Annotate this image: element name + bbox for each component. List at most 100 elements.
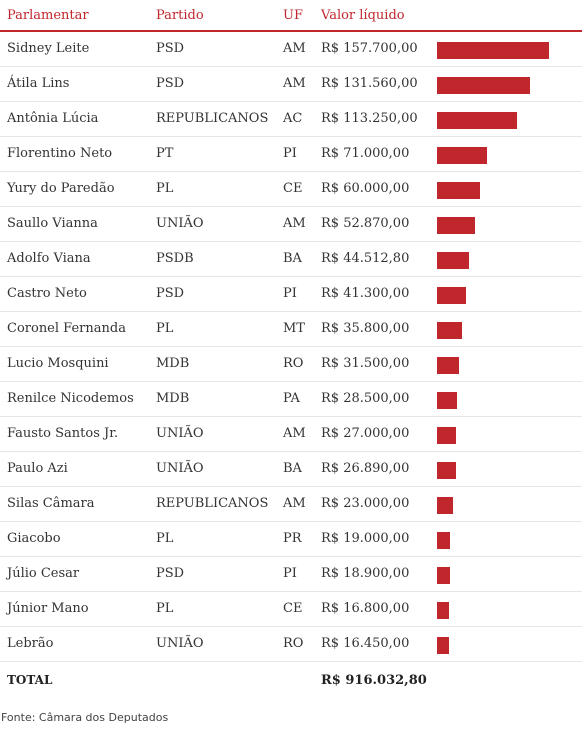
- value-cell: R$ 19.000,00: [321, 531, 410, 546]
- table-row: Giacobo PL PR R$ 19.000,00: [0, 522, 582, 557]
- value-cell: R$ 71.000,00: [321, 146, 410, 161]
- parlamentar-name: Yury do Paredão: [7, 181, 115, 196]
- value-bar: [437, 322, 462, 339]
- value-bar: [437, 392, 457, 409]
- uf-cell: CE: [283, 601, 303, 616]
- table-row: Sidney Leite PSD AM R$ 157.700,00: [0, 32, 582, 67]
- value-cell: R$ 18.900,00: [321, 566, 410, 581]
- parlamentar-name: Lucio Mosquini: [7, 356, 109, 371]
- uf-cell: PR: [283, 531, 302, 546]
- uf-cell: AM: [283, 426, 306, 441]
- value-bar: [437, 357, 459, 374]
- parlamentar-name: Renilce Nicodemos: [7, 391, 134, 406]
- value-bar: [437, 497, 453, 514]
- source-note: Fonte: Câmara dos Deputados: [1, 711, 169, 724]
- parlamentar-name: Adolfo Viana: [7, 251, 91, 266]
- table-row: Júlio Cesar PSD PI R$ 18.900,00: [0, 557, 582, 592]
- uf-cell: BA: [283, 251, 302, 266]
- table-row: Paulo Azi UNIÃO BA R$ 26.890,00: [0, 452, 582, 487]
- table-row: Átila Lins PSD AM R$ 131.560,00: [0, 67, 582, 102]
- table-header: Parlamentar Partido UF Valor líquido: [0, 0, 582, 32]
- uf-cell: AM: [283, 41, 306, 56]
- total-label: TOTAL: [7, 673, 53, 687]
- parlamentar-name: Saullo Vianna: [7, 216, 98, 231]
- table-row: Coronel Fernanda PL MT R$ 35.800,00: [0, 312, 582, 347]
- value-cell: R$ 31.500,00: [321, 356, 410, 371]
- party-cell: PT: [156, 146, 174, 161]
- parlamentar-name: Castro Neto: [7, 286, 87, 301]
- value-bar: [437, 287, 466, 304]
- party-cell: PSD: [156, 566, 185, 581]
- table-body: Sidney Leite PSD AM R$ 157.700,00 Átila Lins…: [0, 32, 582, 662]
- party-cell: PL: [156, 531, 174, 546]
- table-row: Saullo Vianna UNIÃO AM R$ 52.870,00: [0, 207, 582, 242]
- value-bar: [437, 252, 469, 269]
- parlamentar-name: Júnior Mano: [7, 601, 89, 616]
- table-row: Castro Neto PSD PI R$ 41.300,00: [0, 277, 582, 312]
- table-row: Lebrão UNIÃO RO R$ 16.450,00: [0, 627, 582, 662]
- party-cell: PSD: [156, 76, 185, 91]
- uf-cell: AM: [283, 216, 306, 231]
- value-cell: R$ 26.890,00: [321, 461, 410, 476]
- value-cell: R$ 157.700,00: [321, 41, 418, 56]
- value-cell: R$ 52.870,00: [321, 216, 410, 231]
- parlamentar-name: Átila Lins: [7, 76, 70, 91]
- party-cell: REPUBLICANOS: [156, 496, 269, 511]
- uf-cell: CE: [283, 181, 303, 196]
- value-cell: R$ 23.000,00: [321, 496, 410, 511]
- expenses-table: Parlamentar Partido UF Valor líquido Sid…: [0, 0, 582, 688]
- header-parlamentar: Parlamentar: [7, 8, 89, 23]
- table-row: Florentino Neto PT PI R$ 71.000,00: [0, 137, 582, 172]
- table-row: Fausto Santos Jr. UNIÃO AM R$ 27.000,00: [0, 417, 582, 452]
- uf-cell: RO: [283, 356, 304, 371]
- value-cell: R$ 16.800,00: [321, 601, 410, 616]
- parlamentar-name: Sidney Leite: [7, 41, 90, 56]
- party-cell: MDB: [156, 356, 190, 371]
- party-cell: PL: [156, 321, 174, 336]
- uf-cell: MT: [283, 321, 305, 336]
- party-cell: UNIÃO: [156, 426, 204, 441]
- parlamentar-name: Lebrão: [7, 636, 54, 651]
- parlamentar-name: Júlio Cesar: [7, 566, 80, 581]
- parlamentar-name: Paulo Azi: [7, 461, 68, 476]
- parlamentar-name: Giacobo: [7, 531, 61, 546]
- party-cell: REPUBLICANOS: [156, 111, 269, 126]
- value-bar: [437, 182, 480, 199]
- table-row: Lucio Mosquini MDB RO R$ 31.500,00: [0, 347, 582, 382]
- value-cell: R$ 16.450,00: [321, 636, 410, 651]
- value-bar: [437, 42, 549, 59]
- value-bar: [437, 602, 449, 619]
- party-cell: PL: [156, 601, 174, 616]
- header-uf: UF: [283, 8, 303, 23]
- uf-cell: BA: [283, 461, 302, 476]
- table-row: Silas Câmara REPUBLICANOS AM R$ 23.000,00: [0, 487, 582, 522]
- uf-cell: PI: [283, 146, 297, 161]
- party-cell: PSD: [156, 41, 185, 56]
- value-bar: [437, 147, 487, 164]
- uf-cell: AM: [283, 76, 306, 91]
- value-bar: [437, 77, 530, 94]
- parlamentar-name: Silas Câmara: [7, 496, 95, 511]
- uf-cell: PA: [283, 391, 300, 406]
- value-cell: R$ 41.300,00: [321, 286, 410, 301]
- party-cell: UNIÃO: [156, 636, 204, 651]
- parlamentar-name: Fausto Santos Jr.: [7, 426, 119, 441]
- table-row: Júnior Mano PL CE R$ 16.800,00: [0, 592, 582, 627]
- party-cell: PL: [156, 181, 174, 196]
- header-valor-liquido: Valor líquido: [321, 8, 405, 23]
- value-bar: [437, 112, 517, 129]
- value-cell: R$ 35.800,00: [321, 321, 410, 336]
- party-cell: UNIÃO: [156, 216, 204, 231]
- value-bar: [437, 532, 450, 549]
- table-row: Renilce Nicodemos MDB PA R$ 28.500,00: [0, 382, 582, 417]
- party-cell: UNIÃO: [156, 461, 204, 476]
- party-cell: MDB: [156, 391, 190, 406]
- total-value: R$ 916.032,80: [321, 673, 427, 688]
- value-bar: [437, 217, 475, 234]
- party-cell: PSD: [156, 286, 185, 301]
- uf-cell: AC: [283, 111, 303, 126]
- party-cell: PSDB: [156, 251, 194, 266]
- value-cell: R$ 27.000,00: [321, 426, 410, 441]
- uf-cell: AM: [283, 496, 306, 511]
- header-partido: Partido: [156, 8, 204, 23]
